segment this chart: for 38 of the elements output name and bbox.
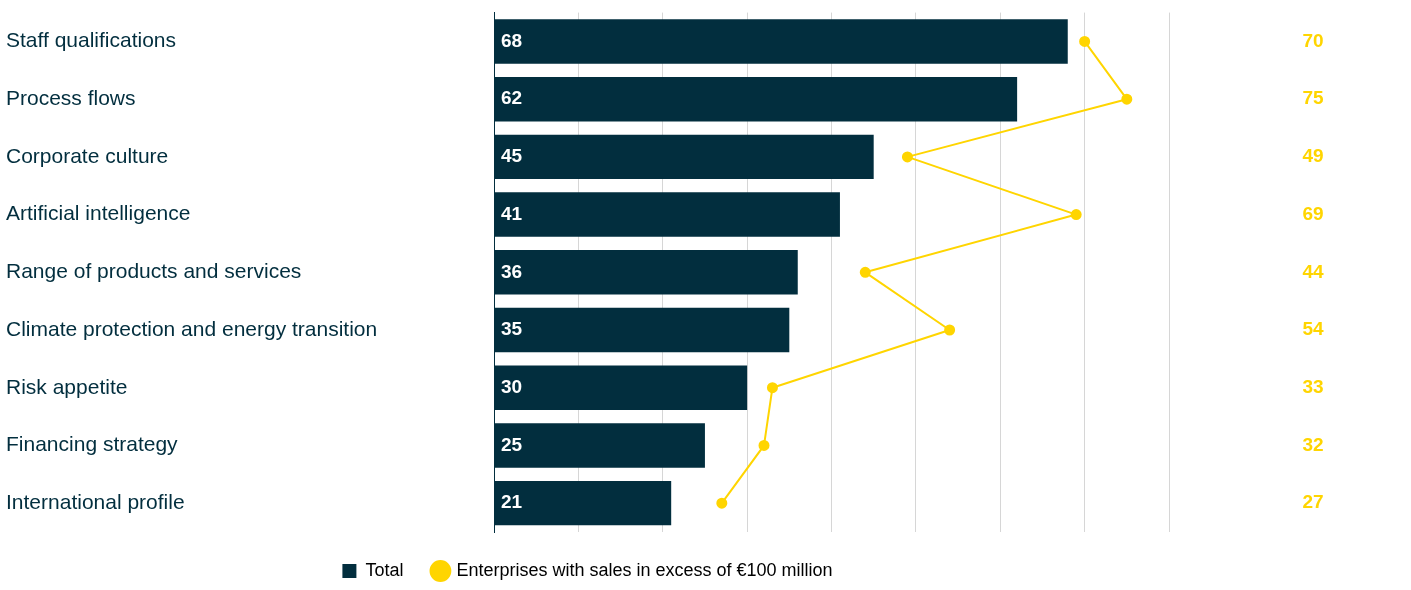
data-label: 27 <box>1302 491 1324 513</box>
data-label: 49 <box>1302 145 1324 167</box>
data-label: 36 <box>501 260 523 282</box>
point <box>716 497 728 509</box>
data-label: 30 <box>501 375 523 397</box>
point <box>766 382 778 394</box>
data-label: 41 <box>501 202 523 224</box>
legend-label: Enterprises with sales in excess of €100 million <box>456 559 833 580</box>
legend-label: Total <box>365 559 404 580</box>
y-tick-label: Climate protection and energy transition <box>6 316 378 340</box>
data-label: 54 <box>1302 318 1324 340</box>
data-label: 25 <box>501 433 523 455</box>
point <box>758 439 770 451</box>
data-label: 62 <box>501 87 523 109</box>
point <box>859 266 871 278</box>
data-label: 33 <box>1302 375 1324 397</box>
y-tick-label: Artificial intelligence <box>6 201 191 225</box>
y-tick-label: International profile <box>6 489 185 513</box>
data-label: 35 <box>501 318 523 340</box>
y-tick-label: Financing strategy <box>6 432 179 456</box>
data-label: 68 <box>501 29 523 51</box>
y-tick-label: Risk appetite <box>6 374 128 398</box>
data-label: 45 <box>501 145 523 167</box>
data-label: 75 <box>1302 87 1324 109</box>
data-label: 21 <box>501 491 523 513</box>
point <box>1079 35 1091 47</box>
point <box>1121 93 1133 105</box>
point <box>944 324 956 336</box>
data-label: 44 <box>1302 260 1324 282</box>
data-label: 32 <box>1302 433 1324 455</box>
y-tick-label: Corporate culture <box>6 143 169 167</box>
point <box>901 151 913 163</box>
y-tick-label: Range of products and services <box>6 259 302 283</box>
point <box>1070 209 1082 221</box>
y-tick-label: Process flows <box>6 85 136 109</box>
y-tick-label: Staff qualifications <box>6 28 177 52</box>
data-label: 69 <box>1302 202 1324 224</box>
data-label: 70 <box>1302 29 1324 51</box>
